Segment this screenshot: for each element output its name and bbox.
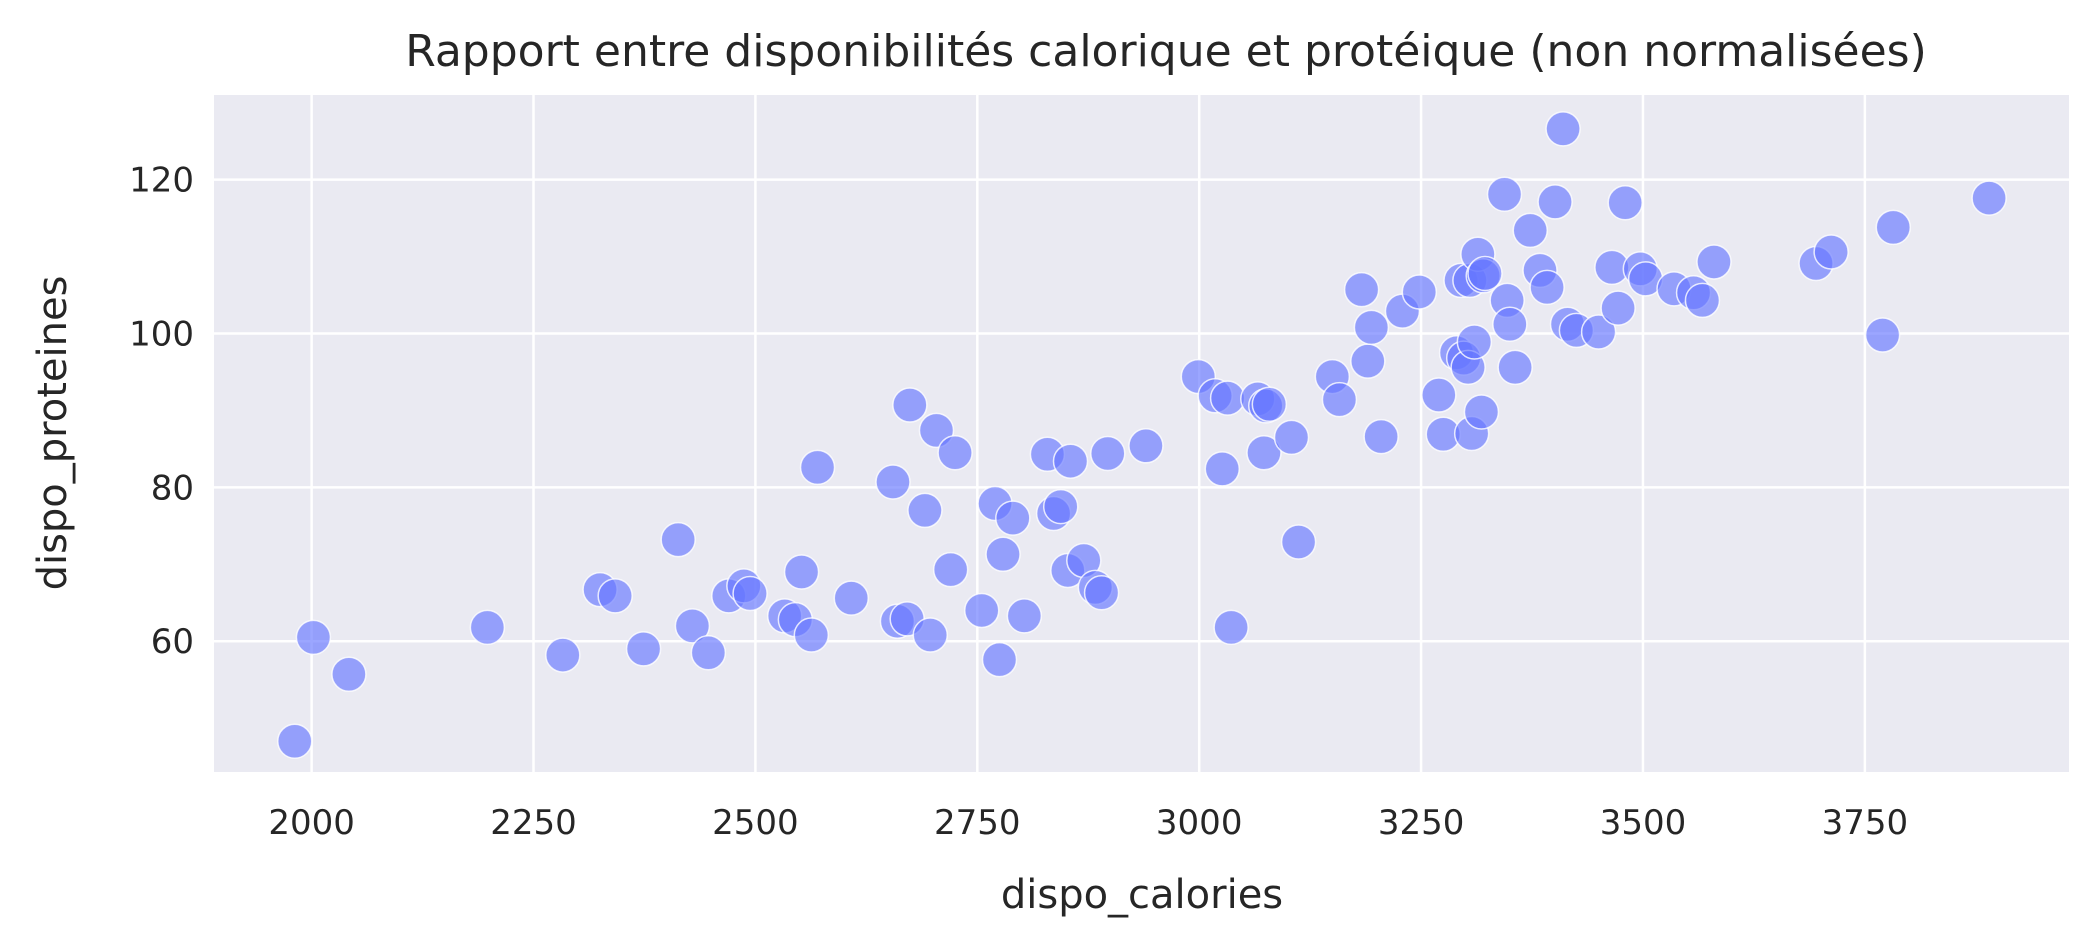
data-point — [1684, 282, 1721, 319]
data-point — [1497, 349, 1533, 386]
data-point — [1875, 209, 1912, 246]
x-tick-labels: 2000 2250 2500 2750 3000 3250 3500 3750 — [268, 803, 1908, 843]
data-point — [1696, 244, 1732, 280]
data-point — [1813, 234, 1849, 270]
y-axis-label: dispo_proteines — [30, 276, 76, 591]
data-point — [1529, 269, 1565, 306]
data-point — [932, 551, 969, 588]
data-point — [1971, 180, 2007, 216]
data-point — [1401, 274, 1438, 310]
data-point — [1321, 381, 1358, 418]
data-points — [277, 111, 2007, 759]
x-tick-label: 3000 — [1156, 803, 1243, 843]
x-tick-label: 3750 — [1822, 803, 1909, 843]
data-point — [783, 554, 820, 590]
data-point — [833, 580, 870, 616]
data-point — [1463, 394, 1500, 430]
data-point — [1486, 176, 1523, 212]
data-point — [1251, 386, 1288, 423]
data-point — [1353, 309, 1390, 346]
data-point — [295, 619, 332, 656]
grid-lines — [214, 95, 2069, 772]
data-point — [1607, 184, 1643, 221]
data-point — [469, 609, 506, 646]
data-point — [793, 617, 830, 653]
data-point — [963, 592, 1000, 629]
y-tick-label: 60 — [151, 622, 194, 662]
data-point — [674, 608, 711, 644]
y-tick-label: 120 — [129, 161, 194, 201]
chart-title: Rapport entre disponibilités calorique e… — [405, 26, 1927, 77]
data-point — [985, 536, 1021, 573]
data-point — [1537, 184, 1573, 220]
data-point — [1280, 524, 1317, 560]
data-point — [1042, 488, 1079, 525]
data-point — [981, 641, 1018, 678]
data-point — [1492, 306, 1528, 343]
data-point — [1006, 598, 1043, 634]
data-point — [1083, 574, 1120, 611]
data-point — [1512, 212, 1549, 249]
data-point — [690, 635, 727, 671]
data-point — [1363, 418, 1399, 455]
data-point — [1456, 324, 1493, 360]
x-tick-label: 2750 — [934, 803, 1021, 843]
data-point — [1090, 435, 1126, 472]
data-point — [1343, 271, 1380, 308]
data-point — [1246, 434, 1282, 471]
x-tick-label: 3250 — [1378, 803, 1465, 843]
data-point — [1213, 609, 1249, 646]
data-point — [1545, 111, 1581, 147]
data-point — [907, 492, 943, 529]
data-point — [1467, 255, 1503, 292]
data-point — [892, 387, 928, 423]
data-point — [799, 449, 836, 486]
data-point — [1209, 380, 1246, 416]
data-point — [1273, 419, 1310, 456]
x-axis-label: dispo_calories — [1001, 872, 1283, 918]
y-tick-labels: 60 80 100 120 — [129, 161, 194, 663]
data-point — [545, 637, 581, 673]
data-point — [1052, 443, 1089, 479]
data-point — [331, 656, 367, 693]
data-point — [875, 464, 911, 500]
data-point — [1864, 317, 1901, 353]
data-point — [1350, 343, 1386, 379]
data-point — [660, 521, 696, 558]
data-point — [912, 617, 949, 653]
x-tick-label: 2250 — [490, 803, 577, 843]
data-point — [1580, 314, 1617, 350]
data-point — [937, 434, 973, 471]
data-point — [1421, 377, 1457, 413]
data-point — [1128, 428, 1164, 464]
data-point — [1204, 451, 1241, 487]
x-tick-label: 2500 — [712, 803, 799, 843]
data-point — [277, 723, 313, 759]
data-point — [625, 631, 662, 667]
data-point — [995, 500, 1031, 536]
data-point — [597, 578, 633, 614]
data-point — [732, 575, 768, 612]
y-tick-label: 80 — [151, 468, 194, 508]
x-tick-label: 3500 — [1600, 803, 1687, 843]
y-tick-label: 100 — [129, 314, 194, 354]
x-tick-label: 2000 — [268, 803, 355, 843]
data-point — [1600, 290, 1636, 326]
